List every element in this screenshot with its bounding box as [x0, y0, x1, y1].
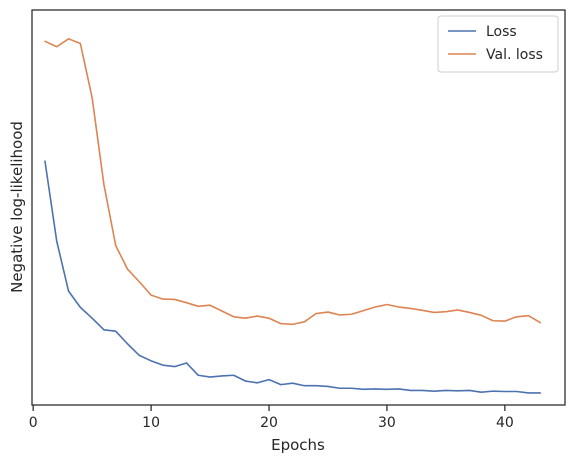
series-line-1	[44, 38, 542, 326]
plot-area	[31, 9, 566, 406]
x-tick-label: 10	[142, 415, 160, 431]
x-axis-label: Epochs	[271, 436, 325, 454]
legend-entry: Val. loss	[486, 47, 543, 63]
x-axis-ticks: 0 10 20 30 40	[29, 405, 514, 431]
x-tick-label: 40	[496, 415, 514, 431]
legend: Loss Val. loss	[437, 15, 559, 73]
series-line-0	[44, 160, 542, 394]
series-lines	[44, 38, 542, 394]
legend-frame	[437, 15, 559, 73]
x-tick-label: 0	[29, 415, 38, 431]
x-tick-label: 30	[378, 415, 396, 431]
x-tick-label: 20	[260, 415, 278, 431]
legend-entry: Loss	[486, 24, 517, 40]
y-axis-label: Negative log-likelihood	[8, 121, 26, 293]
